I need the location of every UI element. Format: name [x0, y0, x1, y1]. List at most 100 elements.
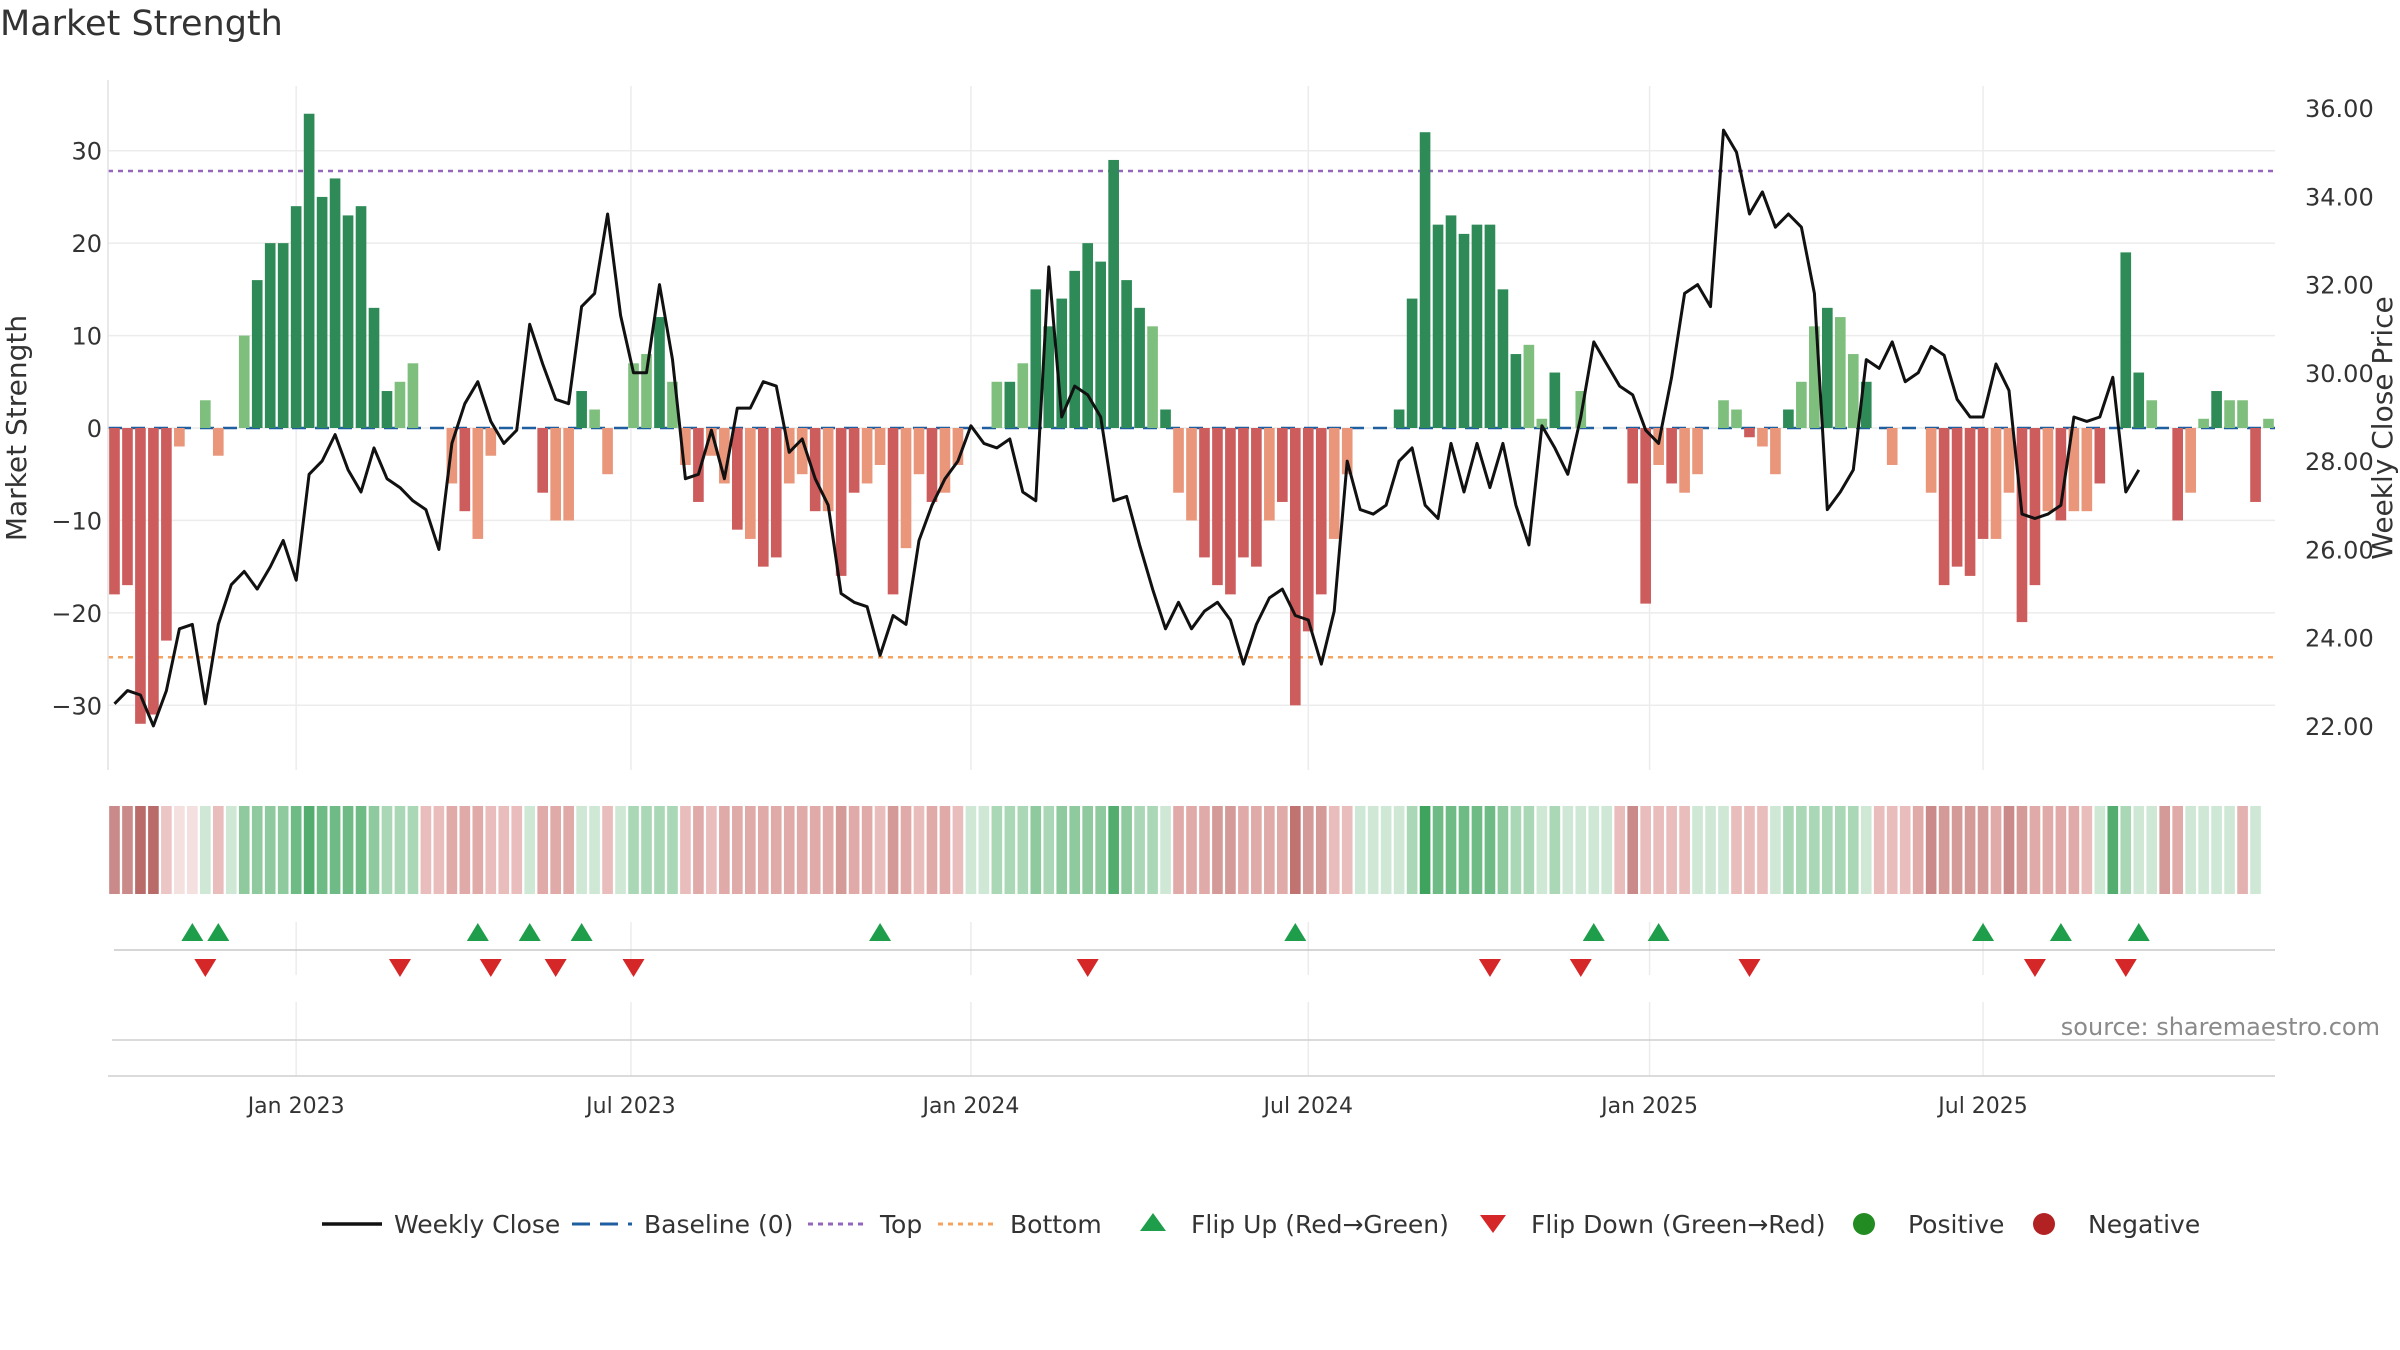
- ribbon-cell: [1990, 806, 2002, 894]
- ribbon-cell: [783, 806, 795, 894]
- bar-negative: [1938, 428, 1950, 586]
- ribbon-cell: [1822, 806, 1833, 894]
- ribbon-cell: [1406, 806, 1418, 894]
- ribbon-cell: [952, 806, 964, 894]
- bar-negative: [1770, 428, 1781, 475]
- bar-negative: [2081, 428, 2093, 512]
- bar-negative: [809, 428, 821, 512]
- ribbon-cell: [251, 806, 263, 894]
- bar-positive: [2146, 400, 2158, 428]
- ribbon-cell: [2003, 806, 2015, 894]
- ribbon-cell: [1809, 806, 1820, 894]
- bar-positive: [2224, 400, 2235, 428]
- ribbon-cell: [1186, 806, 1197, 894]
- bar-positive: [641, 354, 652, 428]
- legend-swatch-flip-up: [1140, 1213, 1166, 1231]
- ribbon-cell: [1354, 806, 1366, 894]
- ribbon-cell: [1082, 806, 1094, 894]
- bar-positive: [654, 317, 665, 428]
- ribbon-cell: [1536, 806, 1548, 894]
- ribbon-cell: [394, 806, 406, 894]
- bar-positive: [1432, 224, 1444, 428]
- bar-negative: [212, 428, 224, 456]
- x-tick-label: Jul 2023: [584, 1094, 676, 1119]
- ribbon-cell: [1938, 806, 1950, 894]
- bar-positive: [238, 335, 250, 428]
- bar-negative: [2172, 428, 2183, 521]
- bar-negative: [887, 428, 899, 595]
- bar-negative: [1302, 428, 1314, 632]
- bar-negative: [680, 428, 691, 465]
- ribbon-cell: [1510, 806, 1522, 894]
- bar-negative: [2094, 428, 2106, 484]
- ribbon-cell: [355, 806, 367, 894]
- bar-negative: [2250, 428, 2261, 502]
- ribbon-cell: [1445, 806, 1457, 894]
- ribbon-cell: [433, 806, 445, 894]
- right-axis-title: Weekly Close Price: [2366, 296, 2399, 559]
- ribbon-cell: [1951, 806, 1963, 894]
- ribbon-cell: [498, 806, 510, 894]
- ribbon-cell: [2016, 806, 2028, 894]
- ribbon-cell: [2055, 806, 2067, 894]
- bar-positive: [1082, 243, 1094, 428]
- flip-up-marker: [869, 923, 892, 941]
- ribbon-cell: [1731, 806, 1742, 894]
- ribbon-cell: [1562, 806, 1574, 894]
- ribbon-cell: [667, 806, 678, 894]
- ribbon-cell: [550, 806, 561, 894]
- ribbon-cell: [563, 806, 574, 894]
- bar-positive: [303, 113, 315, 428]
- ribbon-cell: [1367, 806, 1379, 894]
- bar-negative: [732, 428, 743, 530]
- legend-label-positive: Positive: [1908, 1210, 2004, 1239]
- ribbon-cell: [965, 806, 977, 894]
- ribbon-cell: [1251, 806, 1262, 894]
- ribbon-cell: [1225, 806, 1236, 894]
- ribbon-cell: [2211, 806, 2222, 894]
- bar-negative: [2068, 428, 2080, 512]
- ribbon-cell: [1523, 806, 1535, 894]
- legend-label-top: Top: [879, 1210, 922, 1239]
- bar-negative: [1264, 428, 1275, 521]
- bar-positive: [1484, 224, 1496, 428]
- bar-negative: [472, 428, 484, 539]
- ribbon-cell: [1705, 806, 1716, 894]
- x-tick-label: Jul 2025: [1936, 1094, 2028, 1119]
- bar-negative: [2185, 428, 2196, 493]
- legend-label-bottom: Bottom: [1010, 1210, 1102, 1239]
- ribbon-cell: [589, 806, 600, 894]
- bar-positive: [342, 215, 354, 428]
- ribbon-cell: [2250, 806, 2261, 894]
- ribbon-cell: [264, 806, 276, 894]
- ribbon-cell: [225, 806, 237, 894]
- bar-positive: [576, 391, 587, 428]
- bar-negative: [1199, 428, 1210, 558]
- bar-negative: [1692, 428, 1703, 475]
- bar-positive: [290, 206, 302, 428]
- ribbon-cell: [1160, 806, 1171, 894]
- legend-label-weekly-close: Weekly Close: [394, 1210, 560, 1239]
- ribbon-cell: [874, 806, 886, 894]
- bar-negative: [1640, 428, 1651, 604]
- ribbon-cell: [1302, 806, 1314, 894]
- bar-negative: [148, 428, 159, 715]
- ribbon-cell: [1147, 806, 1158, 894]
- legend-label-flip-down: Flip Down (Green→Red): [1531, 1210, 1826, 1239]
- axes: 30 20 10 0 −10 −20 −30 36.00 34.00 32.00 30.00 28.0…: [0, 80, 2399, 770]
- bar-negative: [1666, 428, 1677, 484]
- ribbon-cell: [1043, 806, 1055, 894]
- flip-up-marker: [2049, 923, 2072, 941]
- ribbon-cell: [1614, 806, 1626, 894]
- ribbon-cell: [991, 806, 1003, 894]
- bar-negative: [1886, 428, 1898, 465]
- ribbon-cell: [1640, 806, 1651, 894]
- bar-negative: [1990, 428, 2002, 539]
- flip-down-marker: [2114, 959, 2137, 977]
- flip-up-marker: [207, 923, 230, 941]
- bar-negative: [485, 428, 497, 456]
- bar-positive: [1822, 307, 1833, 428]
- ribbon-cell: [654, 806, 665, 894]
- flip-down-marker: [544, 959, 567, 977]
- weekly-close-line-layer: [113, 128, 2141, 728]
